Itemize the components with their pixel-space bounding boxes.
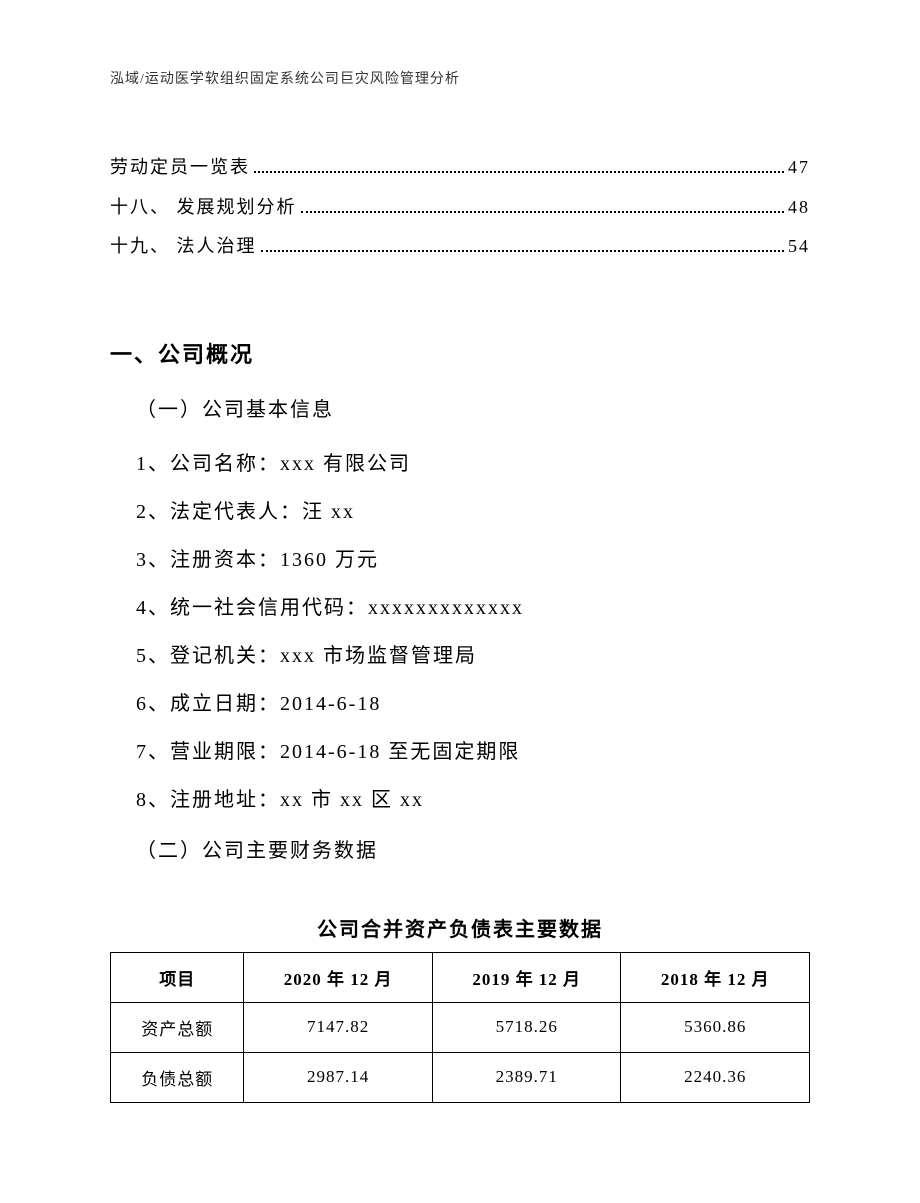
info-item: 8、注册地址：xx 市 xx 区 xx	[136, 776, 810, 824]
page-header: 泓域/运动医学软组织固定系统公司巨灾风险管理分析	[110, 68, 810, 88]
info-item: 2、法定代表人：汪 xx	[136, 488, 810, 536]
toc-page: 54	[788, 227, 810, 267]
toc-dots	[254, 171, 784, 173]
toc-page: 47	[788, 148, 810, 188]
info-item: 5、登记机关：xxx 市场监督管理局	[136, 632, 810, 680]
table-cell: 5360.86	[621, 1002, 810, 1052]
info-item: 1、公司名称：xxx 有限公司	[136, 440, 810, 488]
table-row: 负债总额 2987.14 2389.71 2240.36	[111, 1052, 810, 1102]
toc-dots	[301, 211, 785, 213]
toc-page: 48	[788, 188, 810, 228]
table-cell: 2987.14	[244, 1052, 433, 1102]
toc-label: 十八、 发展规划分析	[110, 188, 297, 228]
table-header: 2019 年 12 月	[432, 952, 621, 1002]
table-cell: 5718.26	[432, 1002, 621, 1052]
toc-label: 十九、 法人治理	[110, 227, 257, 267]
toc-item: 十九、 法人治理 54	[110, 227, 810, 267]
info-item: 4、统一社会信用代码：xxxxxxxxxxxxx	[136, 584, 810, 632]
table-cell: 2240.36	[621, 1052, 810, 1102]
info-item: 6、成立日期：2014-6-18	[136, 680, 810, 728]
section-title: 一、公司概况	[110, 337, 810, 369]
toc-item: 十八、 发展规划分析 48	[110, 188, 810, 228]
sub-section-title: （一）公司基本信息	[136, 393, 810, 422]
table-cell: 2389.71	[432, 1052, 621, 1102]
table-cell: 资产总额	[111, 1002, 244, 1052]
info-item: 7、营业期限：2014-6-18 至无固定期限	[136, 728, 810, 776]
table-header: 2020 年 12 月	[244, 952, 433, 1002]
table-header: 项目	[111, 952, 244, 1002]
table-row: 资产总额 7147.82 5718.26 5360.86	[111, 1002, 810, 1052]
info-item: 3、注册资本：1360 万元	[136, 536, 810, 584]
table-title: 公司合并资产负债表主要数据	[110, 913, 810, 942]
balance-sheet-table: 项目 2020 年 12 月 2019 年 12 月 2018 年 12 月 资…	[110, 952, 810, 1103]
toc-item: 劳动定员一览表 47	[110, 148, 810, 188]
document-page: 泓域/运动医学软组织固定系统公司巨灾风险管理分析 劳动定员一览表 47 十八、 …	[0, 0, 920, 1203]
sub-section-title: （二）公司主要财务数据	[136, 834, 810, 863]
toc-dots	[261, 250, 785, 252]
table-cell: 负债总额	[111, 1052, 244, 1102]
table-header-row: 项目 2020 年 12 月 2019 年 12 月 2018 年 12 月	[111, 952, 810, 1002]
table-cell: 7147.82	[244, 1002, 433, 1052]
table-header: 2018 年 12 月	[621, 952, 810, 1002]
table-of-contents: 劳动定员一览表 47 十八、 发展规划分析 48 十九、 法人治理 54	[110, 148, 810, 267]
toc-label: 劳动定员一览表	[110, 148, 250, 188]
